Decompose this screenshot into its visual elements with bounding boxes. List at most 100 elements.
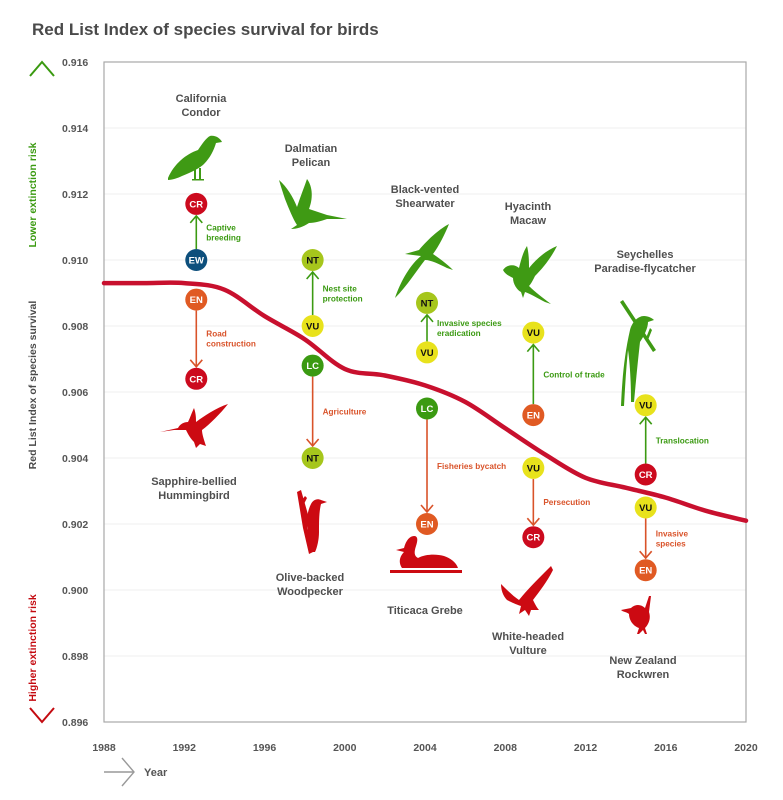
label-macaw: Hyacinth Macaw bbox=[505, 201, 552, 227]
cause-label: Agriculture bbox=[323, 407, 367, 416]
annotations-layer: EW CR Captive breeding VU NT Nest site protecti… bbox=[185, 192, 709, 582]
grebe-icon bbox=[390, 536, 462, 573]
x-tick-label: 2004 bbox=[413, 742, 437, 754]
pelican-icon bbox=[279, 179, 347, 229]
status-badge-from: CR bbox=[634, 463, 657, 486]
arrow-up-icon bbox=[189, 214, 203, 224]
status-code: EN bbox=[639, 566, 652, 577]
y-axis-label: Red List Index of species survival bbox=[27, 301, 39, 470]
status-badge-to: VU bbox=[522, 321, 545, 344]
x-tick-label: 1996 bbox=[253, 742, 277, 754]
status-code: EN bbox=[420, 520, 433, 531]
y-tick-label: 0.898 bbox=[62, 651, 88, 663]
x-tick-label: 1992 bbox=[173, 742, 197, 754]
status-code: CR bbox=[189, 374, 203, 385]
cause-label: Persecution bbox=[543, 498, 590, 507]
label-rockwren: New Zealand Rockwren bbox=[609, 655, 676, 681]
y-label-bottom: Higher extinction risk bbox=[27, 594, 39, 702]
label-grebe: Titicaca Grebe bbox=[387, 605, 463, 617]
x-tick-label: 2020 bbox=[734, 742, 758, 754]
x-tick-label: 2016 bbox=[654, 742, 678, 754]
hummingbird-icon bbox=[160, 404, 228, 448]
label-woodpecker: Olive-backed Woodpecker bbox=[276, 572, 344, 598]
x-tick-label: 1988 bbox=[92, 742, 116, 754]
macaw-icon bbox=[503, 246, 557, 304]
status-badge-from: LC bbox=[416, 397, 439, 420]
x-axis-label: Year bbox=[144, 767, 168, 779]
status-code: LC bbox=[306, 361, 319, 372]
y-tick-label: 0.910 bbox=[62, 255, 88, 267]
x-tick-label: 2008 bbox=[494, 742, 518, 754]
arrow-down-icon bbox=[639, 550, 653, 560]
arrow-up-icon bbox=[306, 270, 320, 280]
y-tick-label: 0.908 bbox=[62, 321, 88, 333]
status-badge-from: LC bbox=[301, 354, 324, 377]
status-badge-to: VU bbox=[634, 394, 657, 417]
status-code: NT bbox=[421, 298, 434, 309]
label-flycatcher: Seychelles Paradise-flycatcher bbox=[594, 249, 696, 275]
label-vulture: White-headed Vulture bbox=[492, 631, 564, 657]
y-tick-label: 0.912 bbox=[62, 189, 88, 201]
status-badge-from: EN bbox=[185, 288, 208, 311]
status-code: EW bbox=[189, 256, 204, 267]
status-code: CR bbox=[526, 533, 540, 544]
x-tick-label: 2012 bbox=[574, 742, 598, 754]
arrow-down-icon bbox=[306, 438, 320, 448]
vulture-icon bbox=[501, 566, 553, 616]
status-badge-from: EW bbox=[185, 249, 208, 271]
shearwater-icon bbox=[395, 224, 453, 298]
y-tick-label: 0.902 bbox=[62, 519, 88, 531]
status-badge-from: EN bbox=[522, 404, 545, 427]
arrow-up-icon bbox=[639, 415, 653, 425]
status-code: CR bbox=[639, 470, 653, 481]
arrow-down-icon bbox=[189, 359, 203, 369]
status-badge-to: EN bbox=[634, 559, 657, 582]
status-code: LC bbox=[421, 404, 434, 415]
y-ticks: 0.916 0.914 0.912 0.910 0.908 0.906 0.904 0.902… bbox=[62, 57, 88, 729]
flycatcher-icon bbox=[620, 300, 656, 406]
arrow-up-icon bbox=[526, 343, 540, 353]
status-code: CR bbox=[189, 199, 203, 210]
status-code: EN bbox=[527, 411, 540, 422]
status-badge-to: NT bbox=[416, 291, 439, 314]
plot-frame bbox=[103, 61, 747, 723]
arrow-down-icon bbox=[420, 504, 434, 514]
status-code: VU bbox=[639, 503, 652, 514]
x-ticks: 1988 1992 1996 2000 2004 2008 2012 2016 2020 bbox=[92, 742, 758, 754]
arrow-up-icon bbox=[420, 313, 434, 323]
status-badge-to: NT bbox=[301, 447, 324, 469]
label-shearwater: Black-vented Shearwater bbox=[391, 184, 459, 210]
y-tick-label: 0.904 bbox=[62, 453, 88, 465]
label-condor: California Condor bbox=[176, 93, 228, 119]
status-badge-to: NT bbox=[301, 249, 324, 271]
x-tick-label: 2000 bbox=[333, 742, 357, 754]
label-hummingbird: Sapphire-bellied Hummingbird bbox=[151, 476, 237, 502]
condor-icon bbox=[168, 135, 222, 181]
status-code: VU bbox=[639, 401, 652, 412]
status-badge-to: CR bbox=[185, 192, 208, 215]
arrow-down-icon bbox=[29, 707, 55, 724]
rockwren-icon bbox=[621, 596, 651, 634]
cause-label: Control of trade bbox=[543, 370, 605, 379]
status-code: VU bbox=[527, 328, 540, 339]
status-code: NT bbox=[306, 256, 319, 267]
cause-label: Fisheries bycatch bbox=[437, 462, 506, 471]
cause-label: Captive breeding bbox=[206, 223, 241, 242]
cause-label: Road construction bbox=[206, 330, 256, 349]
cause-label: Invasive species eradication bbox=[437, 319, 502, 338]
species-labels: California Condor Dalmatian Pelican Black-… bbox=[151, 93, 696, 681]
status-badge-to: CR bbox=[522, 526, 545, 549]
woodpecker-icon bbox=[297, 490, 327, 554]
y-label-top: Lower extinction risk bbox=[27, 142, 39, 247]
status-badge-from: VU bbox=[301, 315, 324, 337]
status-code: EN bbox=[190, 295, 203, 306]
status-badge-to: CR bbox=[185, 367, 208, 390]
arrow-down-icon bbox=[526, 517, 540, 527]
cause-label: Invasive species bbox=[656, 529, 689, 548]
chart-title: Red List Index of species survival for b… bbox=[32, 20, 379, 39]
series-layer bbox=[101, 280, 749, 523]
year-arrow-icon bbox=[104, 757, 135, 787]
y-tick-label: 0.896 bbox=[62, 717, 88, 729]
cause-label: Translocation bbox=[656, 436, 709, 445]
